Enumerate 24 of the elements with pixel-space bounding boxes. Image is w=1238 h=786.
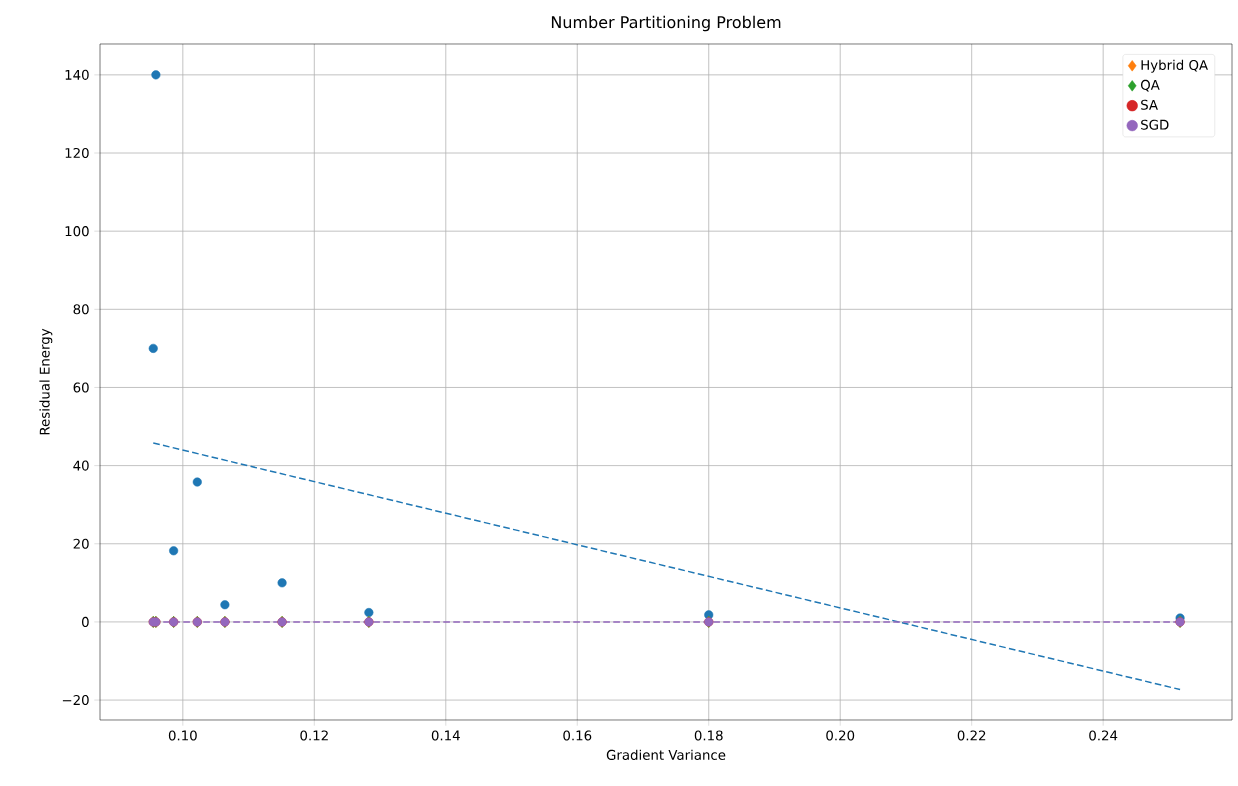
x-tick-label: 0.14	[431, 730, 460, 741]
chart-title: Number Partitioning Problem	[551, 15, 781, 32]
legend-label: SGD	[1141, 119, 1169, 130]
y-tick-label: 80	[73, 304, 89, 315]
legend-label: Hybrid QA	[1141, 59, 1208, 73]
x-tick-label: 0.16	[563, 730, 592, 741]
y-axis-title: Residual Energy	[39, 328, 53, 435]
x-tick-label: 0.10	[168, 730, 197, 741]
x-tick-label: 0.18	[694, 730, 723, 741]
legend-label: SA	[1141, 99, 1158, 110]
legend-label: QA	[1140, 79, 1160, 92]
x-tick-label: 0.20	[826, 730, 855, 741]
x-tick-label: 0.12	[300, 730, 328, 741]
y-tick-label: 100	[65, 226, 89, 237]
y-tick-label: 60	[73, 382, 89, 393]
y-tick-label: 40	[73, 460, 89, 471]
y-tick-label: 120	[65, 147, 89, 159]
y-tick-label: −20	[62, 695, 89, 706]
y-tick-label: 140	[65, 69, 89, 80]
x-tick-label: 0.24	[1089, 730, 1118, 741]
y-tick-label: 20	[73, 538, 89, 549]
x-axis-title: Gradient Variance	[606, 749, 726, 760]
x-tick-label: 0.22	[957, 730, 986, 741]
y-tick-label: 0	[82, 616, 89, 627]
